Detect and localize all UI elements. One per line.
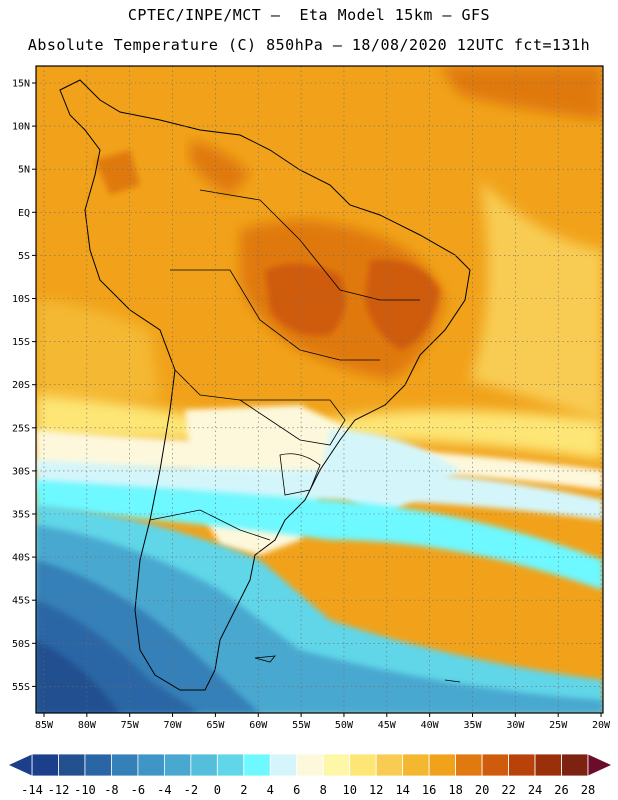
colorbar-swatch [137, 753, 165, 777]
colorbar-label: 20 [475, 783, 489, 797]
colorbar-max-arrow [587, 753, 613, 777]
colorbar-label: 0 [214, 783, 221, 797]
colorbar-swatch [111, 753, 139, 777]
colorbar: -14 -12 -10 -8 -6 -4 -2 0 2 4 6 8 10 12 14 16 18 20 22 24 26… [7, 753, 613, 797]
colorbar-label: 10 [342, 783, 356, 797]
colorbar-swatch [508, 753, 536, 777]
colorbar-label: -14 [21, 783, 43, 797]
latitude-axis: 15N 10N 5N EQ 5S 10S 15S 20S 25S 30S 35S 40S 45S 50S 5… [12, 79, 36, 693]
colorbar-label: 2 [240, 783, 247, 797]
colorbar-swatch [84, 753, 112, 777]
colorbar-label: -6 [131, 783, 145, 797]
lat-label: 10S [12, 294, 30, 305]
lat-label: 10N [12, 122, 30, 133]
lat-label: 55S [12, 682, 30, 693]
lon-label: 55W [292, 720, 311, 731]
title-line-2: Absolute Temperature (C) 850hPa – 18/08/… [27, 36, 591, 54]
lat-lon-grid [36, 66, 603, 713]
lat-label: 20S [12, 380, 30, 391]
coastline [59, 79, 471, 691]
colorbar-swatch [58, 753, 86, 777]
colorbar-swatch [216, 753, 245, 777]
colorbar-swatch [561, 753, 589, 777]
colorbar-label: -4 [157, 783, 171, 797]
lon-label: 45W [378, 720, 397, 731]
lat-label: 50S [12, 639, 30, 650]
lon-label: 20W [592, 720, 611, 731]
lon-label: 65W [206, 720, 225, 731]
colorbar-label: 26 [554, 783, 568, 797]
temperature-field [36, 66, 603, 713]
lon-label: 25W [549, 720, 568, 731]
colorbar-label: 16 [422, 783, 436, 797]
colorbar-swatch [190, 753, 218, 777]
colorbar-label: 8 [320, 783, 327, 797]
lon-label: 70W [164, 720, 183, 731]
colorbar-swatch [296, 753, 324, 777]
colorbar-min-arrow [7, 753, 33, 777]
colorbar-swatch [375, 753, 404, 777]
colorbar-label: 12 [369, 783, 383, 797]
colorbar-swatch [402, 753, 430, 777]
longitude-axis: 85W 80W 75W 70W 65W 60W 55W 50W 45W 40W 35W 30W 25W 2… [35, 713, 611, 731]
lat-label: 35S [12, 510, 30, 521]
colorbar-label: -10 [74, 783, 96, 797]
lon-label: 75W [121, 720, 140, 731]
lat-label: 30S [12, 466, 30, 477]
colorbar-swatch [31, 753, 59, 777]
colorbar-label: 24 [528, 783, 542, 797]
colorbar-swatch [163, 753, 192, 777]
colorbar-label: 28 [581, 783, 595, 797]
lon-label: 30W [506, 720, 525, 731]
colorbar-swatch [455, 753, 483, 777]
colorbar-swatch [534, 753, 562, 777]
colorbar-label: 22 [501, 783, 515, 797]
colorbar-swatch [322, 753, 351, 777]
colorbar-swatch [481, 753, 509, 777]
colorbar-label: 6 [293, 783, 300, 797]
colorbar-label: 4 [267, 783, 274, 797]
lon-label: 35W [463, 720, 482, 731]
lat-label: 45S [12, 596, 30, 607]
colorbar-swatch [269, 753, 298, 777]
lat-label: EQ [18, 208, 30, 219]
colorbar-swatch [349, 753, 377, 777]
lat-label: 15N [12, 79, 30, 90]
colorbar-label: -12 [48, 783, 70, 797]
colorbar-swatch [428, 753, 457, 777]
lon-label: 80W [78, 720, 97, 731]
colorbar-label: 14 [395, 783, 409, 797]
lat-label: 15S [12, 337, 30, 348]
colorbar-swatch [243, 753, 271, 777]
title-line-1: CPTEC/INPE/MCT – Eta Model 15km – GFS [127, 6, 491, 24]
lat-label: 40S [12, 553, 30, 564]
lat-label: 5S [18, 251, 30, 262]
colorbar-label: -2 [184, 783, 198, 797]
colorbar-label: -8 [104, 783, 118, 797]
lat-label: 5N [18, 165, 30, 176]
lon-label: 85W [35, 720, 54, 731]
lon-label: 50W [335, 720, 354, 731]
map-frame [35, 65, 604, 714]
colorbar-label: 18 [448, 783, 462, 797]
lon-label: 40W [421, 720, 440, 731]
lon-label: 60W [249, 720, 268, 731]
lat-label: 25S [12, 423, 30, 434]
